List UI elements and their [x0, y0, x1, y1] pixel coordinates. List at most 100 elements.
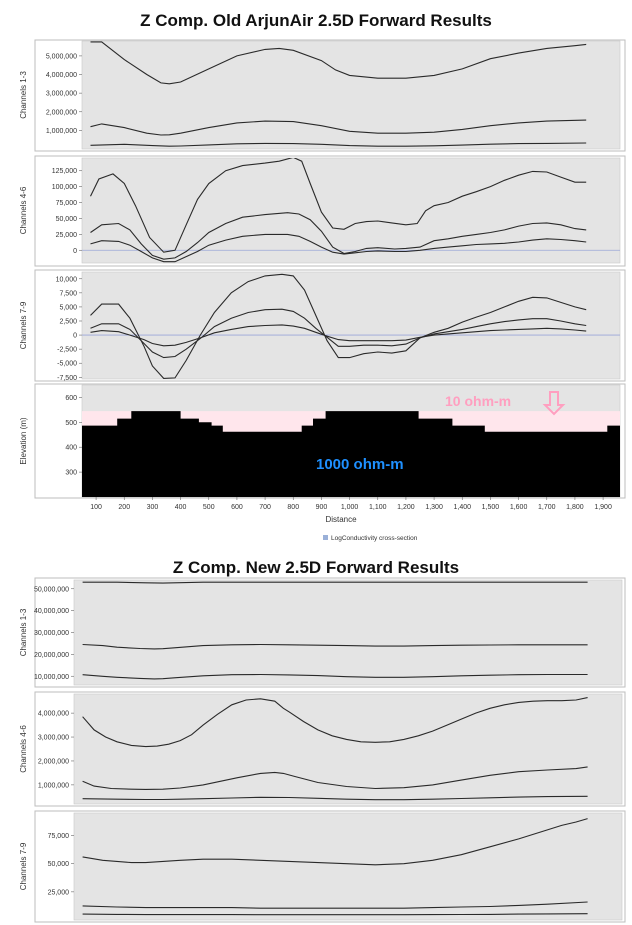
y-tick-label: 50,000,000: [34, 586, 69, 593]
series-line-1: [82, 697, 588, 748]
y-axis-label: Channels 4-6: [19, 186, 28, 234]
y-axis-label: Channels 4-6: [19, 725, 28, 773]
series-line-2: [82, 643, 588, 650]
panel-old-channels-4-6: 0 25,000 50,000 75,000 100,000 125,000 Channel…: [19, 155, 626, 267]
y-axis-label: Channels 7-9: [19, 301, 28, 349]
panel-new-channels-7-9: 25,000 50,000 75,000 Channels 7-9: [19, 810, 626, 923]
resistive-layer-label: 1000 ohm-m: [316, 456, 404, 473]
series-line-1: [82, 581, 588, 584]
basement-body: [82, 411, 620, 497]
y-tick-label: 50,000: [48, 861, 70, 868]
x-tick-label: 200: [118, 504, 130, 511]
y-tick-label: 30,000,000: [34, 630, 69, 637]
y-tick-label: 1,000,000: [38, 782, 69, 789]
y-tick-label: 20,000,000: [34, 652, 69, 659]
x-tick-label: 1,100: [369, 504, 387, 511]
panel-new-channels-1-3: 10,000,000 20,000,000 30,000,000 40,000,000…: [19, 577, 626, 688]
y-axis-label: Elevation (m): [19, 417, 28, 464]
y-tick-label: 2,000,000: [46, 109, 77, 116]
y-tick-label: 0: [73, 333, 77, 340]
x-tick-label: 1,700: [538, 504, 556, 511]
series-line-1: [90, 273, 587, 379]
panel-old-channels-7-9: -7,500 -5,000 -2,500 0 2,500 5,000 7,500 10,000…: [19, 269, 626, 382]
y-tick-label: -7,500: [57, 375, 77, 382]
y-tick-label: 2,500: [59, 318, 77, 325]
series-line-3: [82, 795, 588, 801]
legend-swatch: [323, 535, 328, 540]
x-tick-label: 700: [259, 504, 271, 511]
y-tick-label: -5,000: [57, 361, 77, 368]
panel-old-channels-1-3: 1,000,000 2,000,000 3,000,000 4,000,000 5,00…: [19, 39, 626, 152]
y-tick-label: 125,000: [52, 168, 77, 175]
conductive-layer-label: 10 ohm-m: [445, 393, 511, 409]
plot-area: [81, 271, 621, 380]
series-line-3: [90, 142, 587, 147]
y-tick-label: 500: [65, 420, 77, 427]
y-tick-label: 4,000,000: [38, 711, 69, 718]
x-tick-label: 900: [316, 504, 328, 511]
y-tick-label: 25,000: [56, 232, 78, 239]
series-line-2: [82, 901, 588, 909]
y-tick-label: 5,000,000: [46, 53, 77, 60]
y-tick-label: 100,000: [52, 184, 77, 191]
top-chart-title: Z Comp. Old ArjunAir 2.5D Forward Result…: [140, 11, 492, 30]
section-annotations: 10 ohm-m 1000 ohm-m LogConductivity cros…: [316, 391, 566, 542]
x-tick-label: 800: [287, 504, 299, 511]
x-tick-label: 1,500: [482, 504, 500, 511]
bottom-chart-title: Z Comp. New 2.5D Forward Results: [172, 558, 460, 577]
y-tick-label: 40,000,000: [34, 608, 69, 615]
panel-new-channels-4-6: 1,000,000 2,000,000 3,000,000 4,000,000 Chan…: [19, 691, 626, 807]
x-tick-label: 1,300: [425, 504, 443, 511]
x-tick-label: 500: [203, 504, 215, 511]
series-line-3: [82, 913, 588, 916]
plot-area: [73, 579, 623, 686]
y-tick-label: 300: [65, 470, 77, 477]
panel-elevation-section: 300 400 500 600 Elevation (m) 100 200 300 400 500…: [19, 383, 626, 511]
x-tick-label: 1,800: [566, 504, 584, 511]
series-line-1: [82, 818, 588, 866]
y-tick-label: 10,000,000: [34, 674, 69, 681]
y-tick-label: 75,000: [56, 200, 78, 207]
series-line-1: [90, 41, 587, 85]
y-tick-label: 4,000,000: [46, 72, 77, 79]
x-tick-label: 600: [231, 504, 243, 511]
y-tick-label: 0: [73, 248, 77, 255]
y-tick-label: -2,500: [57, 347, 77, 354]
y-tick-label: 600: [65, 395, 77, 402]
x-tick-label: 1,200: [397, 504, 415, 511]
series-line-3: [90, 233, 587, 263]
y-tick-label: 25,000: [48, 889, 70, 896]
x-tick-label: 300: [147, 504, 159, 511]
y-axis-label: Channels 7-9: [19, 842, 28, 890]
series-line-2: [82, 766, 588, 790]
plot-area: [81, 40, 621, 150]
y-tick-label: 2,000,000: [38, 758, 69, 765]
x-tick-label: 100: [90, 504, 102, 511]
x-tick-label: 400: [175, 504, 187, 511]
x-tick-label: 1,000: [341, 504, 359, 511]
series-line-2: [90, 212, 587, 260]
y-tick-label: 1,000,000: [46, 128, 77, 135]
down-arrow-icon: [542, 391, 566, 416]
x-axis-label: Distance: [325, 515, 357, 524]
y-tick-label: 5,000: [59, 304, 77, 311]
series-line-3: [82, 673, 588, 680]
legend-label: LogConductivity cross-section: [331, 535, 418, 542]
x-tick-label: 1,600: [510, 504, 528, 511]
y-axis-label: Channels 1-3: [19, 71, 28, 119]
y-tick-label: 50,000: [56, 216, 78, 223]
y-tick-label: 400: [65, 445, 77, 452]
x-tick-label: 1,400: [453, 504, 471, 511]
plot-area: [73, 693, 623, 805]
y-tick-label: 7,500: [59, 290, 77, 297]
y-tick-label: 3,000,000: [46, 91, 77, 98]
series-line-2: [90, 119, 587, 136]
series-line-1: [90, 158, 587, 253]
series-line-3: [90, 324, 587, 347]
y-axis-label: Channels 1-3: [19, 608, 28, 656]
y-tick-label: 3,000,000: [38, 735, 69, 742]
plot-area: [81, 157, 621, 264]
plot-area: [73, 812, 623, 921]
series-line-2: [90, 308, 587, 359]
